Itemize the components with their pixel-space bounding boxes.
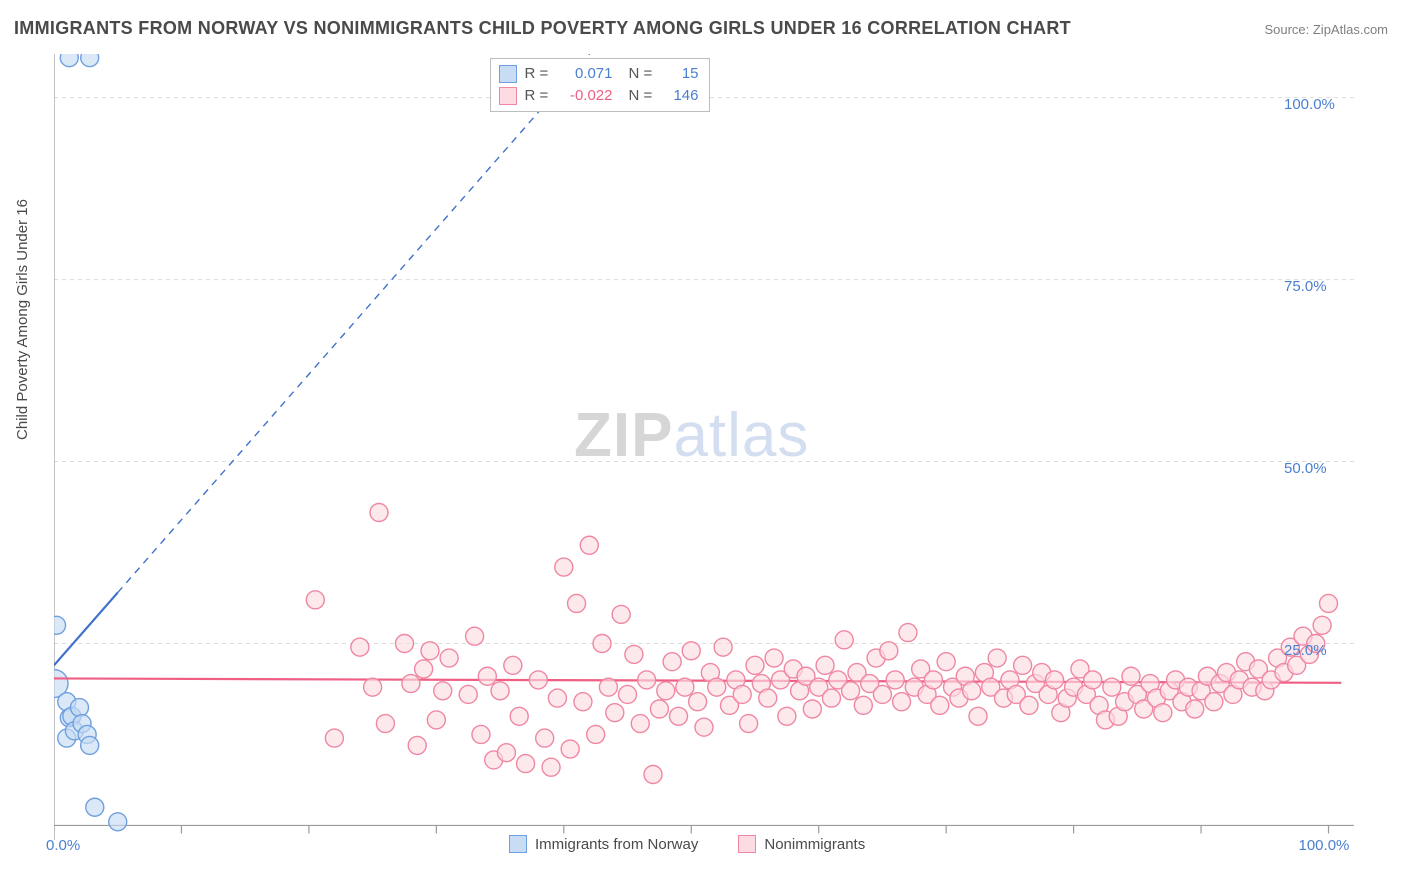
swatch-icon xyxy=(738,835,756,853)
swatch-icon xyxy=(509,835,527,853)
correlation-row: R = 0.071 N = 15 xyxy=(499,63,699,85)
y-tick-label: 25.0% xyxy=(1284,642,1327,659)
r-label: R = xyxy=(525,63,553,85)
legend-label: Nonimmigrants xyxy=(764,836,865,853)
correlation-row: R = -0.022 N = 146 xyxy=(499,85,699,107)
legend-label: Immigrants from Norway xyxy=(535,836,698,853)
swatch-icon xyxy=(499,87,517,105)
correlation-box: R = 0.071 N = 15 R = -0.022 N = 146 xyxy=(490,58,710,112)
legend-item: Immigrants from Norway xyxy=(509,835,698,853)
y-tick-label: 100.0% xyxy=(1284,96,1335,113)
y-tick-label: 50.0% xyxy=(1284,460,1327,477)
legend-item: Nonimmigrants xyxy=(738,835,865,853)
r-value: -0.022 xyxy=(561,85,613,107)
n-value: 15 xyxy=(665,63,699,85)
scatter-plot xyxy=(54,54,1354,840)
x-tick-label: 100.0% xyxy=(1299,837,1350,854)
n-label: N = xyxy=(629,85,657,107)
n-value: 146 xyxy=(665,85,699,107)
x-tick-label: 0.0% xyxy=(46,837,80,854)
swatch-icon xyxy=(499,65,517,83)
chart-title: IMMIGRANTS FROM NORWAY VS NONIMMIGRANTS … xyxy=(14,18,1071,39)
r-value: 0.071 xyxy=(561,63,613,85)
y-axis-label: Child Poverty Among Girls Under 16 xyxy=(14,199,31,440)
legend-bottom: Immigrants from Norway Nonimmigrants xyxy=(509,835,865,853)
r-label: R = xyxy=(525,85,553,107)
n-label: N = xyxy=(629,63,657,85)
y-tick-label: 75.0% xyxy=(1284,278,1327,295)
source-label: Source: ZipAtlas.com xyxy=(1264,22,1388,37)
